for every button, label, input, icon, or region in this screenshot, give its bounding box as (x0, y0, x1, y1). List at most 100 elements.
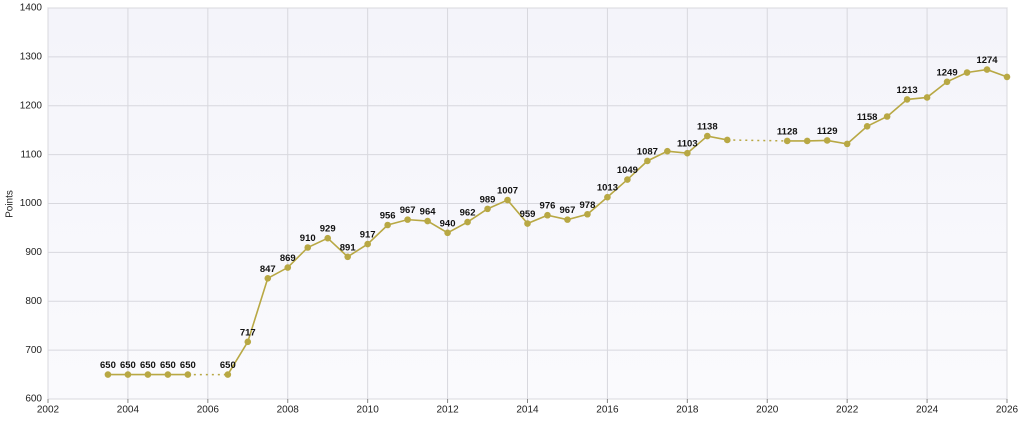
data-point (803, 137, 811, 145)
data-point (1003, 73, 1011, 81)
data-point (564, 216, 571, 223)
data-point (823, 137, 831, 144)
data-point (863, 122, 871, 130)
data-point (364, 240, 371, 248)
y-tick-label: 700 (25, 345, 42, 356)
data-point (304, 244, 312, 251)
data-point (723, 136, 731, 144)
data-point (484, 205, 491, 213)
data-label: 1213 (897, 85, 918, 96)
data-point (504, 196, 511, 204)
data-point (264, 274, 272, 282)
data-point (903, 96, 911, 103)
data-label: 989 (480, 194, 496, 205)
x-tick-label: 2020 (756, 405, 779, 416)
data-label: 1103 (677, 139, 698, 150)
y-tick-label: 800 (25, 296, 42, 307)
data-point (684, 149, 691, 157)
data-label: 967 (560, 205, 576, 216)
data-label: 962 (460, 208, 476, 219)
data-point (104, 371, 112, 378)
x-tick-label: 2004 (117, 405, 140, 416)
data-label: 1129 (817, 126, 838, 137)
y-tick-label: 1100 (20, 149, 42, 160)
data-label: 1049 (617, 165, 638, 176)
data-point (464, 218, 471, 226)
y-tick-label: 900 (25, 247, 42, 258)
data-point (644, 157, 651, 165)
data-label: 978 (580, 200, 596, 211)
data-label: 650 (220, 360, 236, 371)
data-label: 1013 (597, 183, 618, 194)
data-point (883, 113, 891, 120)
x-tick-label: 2002 (37, 405, 60, 416)
y-tick-label: 600 (25, 394, 42, 405)
data-label: 1274 (976, 55, 998, 66)
data-point (624, 176, 631, 183)
x-tick-label: 2022 (836, 405, 859, 416)
data-label: 964 (420, 207, 437, 218)
data-point (783, 137, 791, 145)
data-label: 940 (440, 218, 456, 229)
data-label: 917 (360, 230, 376, 241)
data-point (544, 211, 551, 219)
x-tick-label: 2014 (516, 405, 539, 416)
data-label: 1128 (777, 126, 798, 137)
gap-connector (727, 139, 788, 142)
data-label: 847 (260, 264, 276, 275)
data-point (224, 371, 232, 378)
data-point (124, 371, 132, 378)
data-point (344, 253, 351, 261)
data-point (943, 78, 951, 86)
data-label: 967 (400, 205, 416, 216)
x-tick-label: 2006 (197, 405, 220, 416)
data-point (963, 69, 971, 76)
data-point (404, 216, 411, 223)
data-label: 650 (140, 360, 156, 371)
data-label: 650 (100, 360, 116, 371)
data-point (843, 140, 851, 148)
data-point (184, 371, 192, 378)
data-point (164, 371, 172, 378)
y-tick-label: 1000 (20, 198, 43, 209)
data-label: 650 (120, 360, 136, 371)
x-tick-label: 2010 (357, 405, 380, 416)
data-point (664, 147, 671, 155)
data-label: 650 (180, 360, 196, 371)
x-tick-label: 2024 (916, 405, 939, 416)
data-point (384, 221, 391, 229)
data-label: 1158 (857, 112, 878, 123)
data-point (584, 210, 591, 218)
data-label: 1249 (936, 67, 957, 78)
data-label: 1087 (637, 146, 658, 157)
x-tick-label: 2026 (996, 405, 1019, 416)
x-tick-label: 2018 (676, 405, 699, 416)
data-point (324, 234, 332, 242)
y-axis-label: Points (5, 190, 16, 218)
data-point (983, 66, 991, 73)
data-point (424, 217, 431, 225)
data-label: 869 (280, 253, 296, 264)
data-point (144, 371, 152, 378)
data-point (923, 94, 931, 101)
data-point (244, 338, 252, 346)
data-label: 650 (160, 360, 176, 371)
x-tick-label: 2012 (436, 405, 459, 416)
data-point (604, 193, 611, 201)
data-label: 959 (520, 209, 536, 220)
data-label: 956 (380, 211, 396, 222)
data-label: 929 (320, 224, 336, 235)
data-point (524, 220, 531, 227)
y-tick-label: 1400 (20, 3, 43, 14)
data-point (284, 264, 292, 271)
y-tick-label: 1300 (20, 52, 43, 63)
data-label: 891 (340, 242, 357, 253)
y-tick-label: 1200 (20, 100, 43, 111)
data-label: 910 (300, 233, 316, 244)
data-point (704, 132, 711, 140)
data-point (444, 229, 451, 237)
x-tick-label: 2008 (277, 405, 300, 416)
data-label: 1138 (697, 122, 718, 133)
data-label: 1007 (497, 186, 518, 197)
